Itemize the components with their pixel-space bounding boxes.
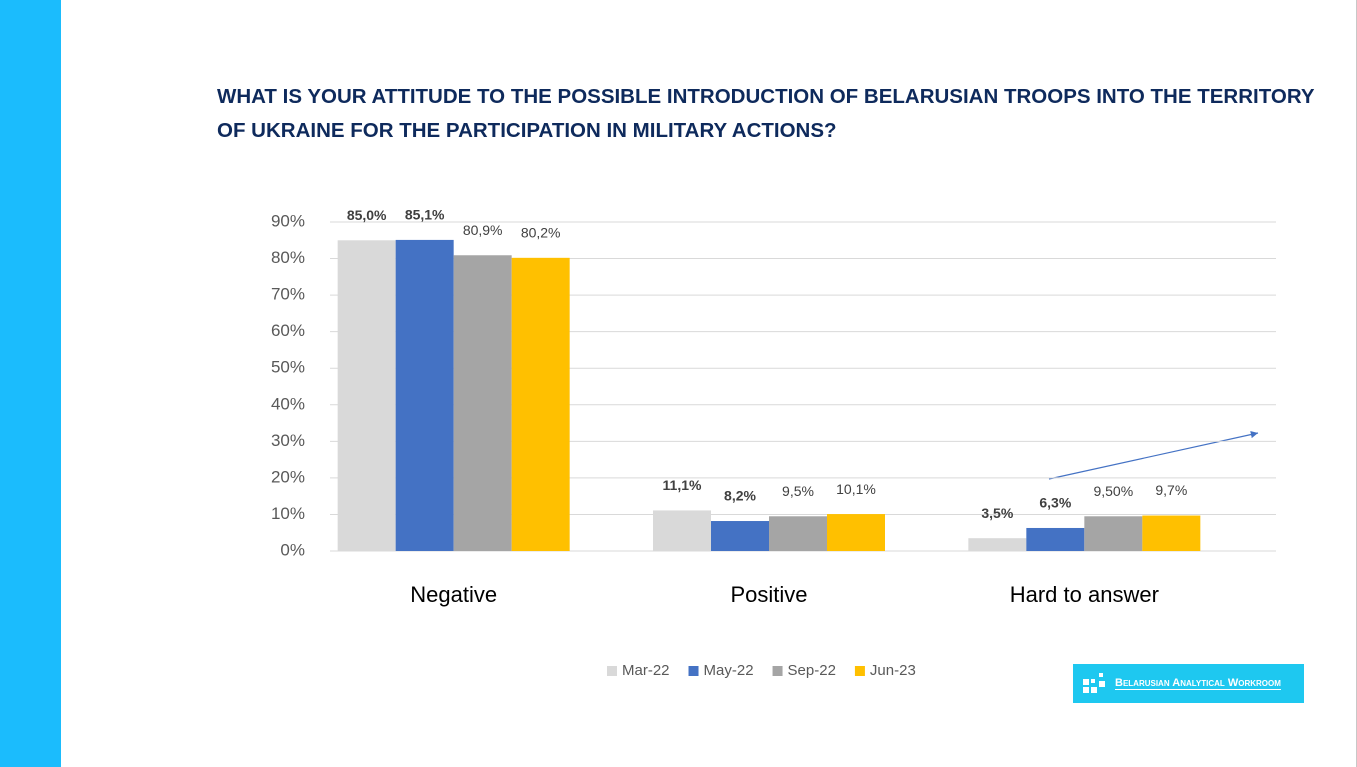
y-tick-label: 20% [271,467,305,486]
y-tick-label: 80% [271,248,305,267]
value-label: 11,1% [663,477,702,493]
legend-swatch [607,666,617,676]
bar [337,240,396,551]
side-band [0,0,61,767]
value-label: 9,5% [782,483,814,499]
x-tick-label: Positive [730,582,807,607]
y-tick-label: 70% [271,285,305,304]
y-tick-label: 10% [271,504,305,523]
y-tick-label: 40% [271,394,305,413]
bar [711,521,769,551]
y-tick-label: 30% [271,431,305,450]
legend-swatch [688,666,699,676]
x-tick-label: Negative [410,582,497,607]
value-label: 85,0% [347,207,387,223]
bar [1142,515,1201,551]
value-label: 8,2% [724,488,756,504]
bar [511,257,570,551]
y-tick-label: 0% [280,540,305,559]
legend-label: Jun-23 [870,662,916,679]
value-label: 9,7% [1155,482,1187,498]
value-label: 80,9% [463,222,503,238]
value-label: 85,1% [405,207,445,223]
legend-swatch [854,666,865,676]
value-label: 6,3% [1039,495,1071,511]
legend-label: Sep-22 [788,662,836,679]
chart-title: WHAT IS YOUR ATTITUDE TO THE POSSIBLE IN… [217,85,1315,142]
bar [395,239,454,551]
y-tick-label: 90% [271,211,305,230]
bar [827,514,885,551]
logo-text: Belarusian Analytical Workroom [1115,677,1281,690]
value-label: 10,1% [836,481,876,497]
x-tick-label: Hard to answer [1010,582,1159,607]
y-tick-label: 50% [271,358,305,377]
trend-arrow [1048,431,1259,480]
value-label: 80,2% [521,225,561,241]
value-label: 9,50% [1093,483,1133,499]
legend-label: Mar-22 [622,662,670,679]
logo-icon [1083,673,1105,693]
bar [1026,527,1085,551]
bar [968,538,1027,551]
bar [453,255,512,551]
value-label: 3,5% [981,505,1013,521]
legend-label: May-22 [704,662,754,679]
bar [769,516,827,551]
logo: Belarusian Analytical Workroom [1073,664,1304,703]
bar [1084,516,1143,551]
legend-swatch [772,666,783,676]
y-tick-label: 60% [271,321,305,340]
bar [653,510,711,551]
